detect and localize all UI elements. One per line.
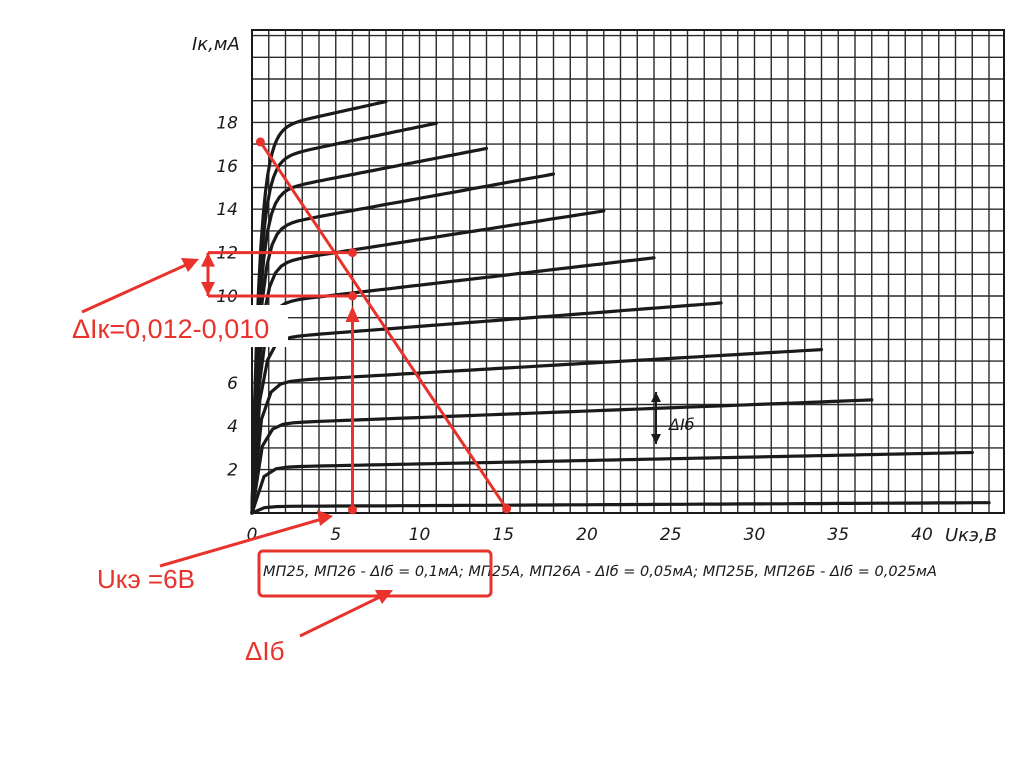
delta-ik-arrow-down: [201, 282, 215, 296]
delta-ik-label-bg: [70, 305, 288, 347]
load-line: [259, 141, 508, 510]
delta-ik-annotation: ΔIк=0,012-0,010: [72, 314, 269, 344]
chart-caption: МП25, МП26 - ΔIб = 0,1мА; МП25А, МП26А -…: [263, 564, 937, 580]
y-tick-label: 16: [216, 157, 238, 177]
delta-ib-chart-label: ΔIб: [667, 415, 695, 434]
delta-ib-highlight-box: [257, 549, 493, 598]
x-tick-label: 20: [576, 525, 598, 545]
load-line-start-point: [255, 137, 265, 147]
y-tick-label: 4: [227, 417, 238, 437]
output-curve: [250, 209, 606, 515]
y-tick-label: 14: [216, 200, 238, 220]
output-curve: [250, 348, 824, 515]
output-curve: [250, 100, 388, 515]
upper-point: [348, 248, 357, 258]
output-curve: [250, 501, 991, 515]
delta-ik-arrow-up: [201, 252, 215, 267]
x-tick-label: 40: [911, 525, 933, 545]
x-tick-label: 0: [247, 525, 258, 545]
delta-ib-annotation: ΔIб: [245, 636, 284, 666]
output-curve: [250, 172, 556, 515]
output-curve: [250, 398, 874, 515]
output-curves: [250, 100, 991, 515]
annotation-overlay: [201, 137, 512, 515]
uke-arrow: [159, 517, 323, 568]
x-tick-label: 35: [827, 525, 849, 545]
output-curve: [250, 450, 974, 515]
grid: [251, 29, 1005, 514]
y-tick-label: 6: [227, 374, 238, 394]
delta-ib-marker: ΔIб: [651, 392, 695, 444]
x-axis-title: Uкэ,В: [945, 525, 997, 546]
y-axis-title: Iк,мА: [192, 34, 240, 55]
x-tick-label: 30: [744, 525, 766, 545]
delta-ik-arrowhead: [181, 258, 199, 272]
output-curve: [250, 121, 438, 515]
uke-vertical-arrowhead: [345, 306, 360, 322]
x-tick-label: 15: [492, 525, 514, 545]
delta-ib-arrowhead: [375, 590, 393, 604]
x-tick-label: 10: [409, 525, 431, 545]
tick-labels: 051015202530354024681012141618: [216, 113, 932, 545]
plot-frame: [251, 29, 1005, 514]
annotation-arrows: [81, 258, 393, 638]
uke-annotation: Uкэ =6В: [97, 564, 195, 594]
load-line-end-point: [502, 504, 512, 514]
x-tick-label: 5: [330, 525, 341, 545]
uke-base-point: [348, 505, 357, 515]
delta-ik-arrow: [81, 262, 189, 314]
x-tick-label: 25: [660, 525, 682, 545]
uke-arrowhead: [317, 510, 333, 526]
y-tick-label: 2: [227, 461, 238, 481]
output-curve: [250, 301, 723, 515]
delta-ib-arrow: [299, 594, 383, 638]
y-tick-label: 18: [216, 113, 238, 133]
